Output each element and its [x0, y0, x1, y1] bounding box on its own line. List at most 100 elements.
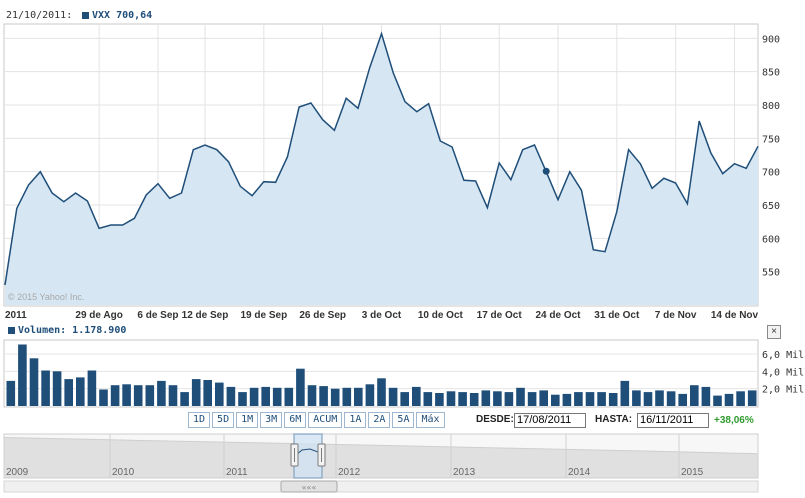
volume-bar — [365, 384, 375, 406]
volume-bar — [99, 389, 108, 406]
navigator-year-label: 2011 — [226, 467, 248, 478]
navigator-year-label: 2015 — [681, 467, 704, 478]
volume-bar — [180, 392, 189, 406]
volume-bars — [6, 344, 757, 406]
range-button-máx[interactable]: Máx — [416, 412, 445, 428]
volume-bar — [724, 393, 734, 406]
volume-bar — [690, 385, 699, 406]
series-label: VXX 700,64 — [92, 10, 153, 21]
volume-bar — [493, 391, 502, 406]
navigator-year-label: 2009 — [6, 467, 29, 478]
volume-bar — [261, 386, 270, 406]
price-x-year-label: 2011 — [5, 310, 27, 321]
volume-bar — [608, 393, 618, 406]
volume-bar — [157, 380, 166, 406]
volume-bar — [655, 390, 664, 406]
from-date-input[interactable]: 17/08/2011 — [514, 413, 586, 428]
volume-bar — [713, 395, 722, 406]
volume-bar — [481, 390, 491, 406]
volume-bar — [412, 386, 421, 406]
navigator-year-label: 2013 — [453, 467, 476, 478]
navigator-year-label: 2012 — [338, 467, 361, 478]
volume-y-tick-label: 6,0 Mill. — [762, 350, 805, 361]
price-x-tick-label: 3 de Oct — [362, 310, 402, 321]
range-button-6m[interactable]: 6M — [284, 412, 307, 428]
volume-bar — [446, 391, 456, 406]
volume-bar — [6, 380, 16, 406]
volume-bar — [632, 390, 641, 406]
volume-bar — [643, 392, 653, 406]
price-x-tick-label: 6 de Sep — [137, 310, 178, 321]
volume-bar — [296, 368, 305, 406]
volume-bar — [400, 392, 409, 406]
highlight-point[interactable] — [542, 167, 550, 175]
volume-bar — [307, 385, 317, 406]
volume-bar — [52, 371, 62, 406]
volume-bar — [330, 388, 340, 406]
scrollbar-grip-icon: ««« — [302, 483, 317, 492]
price-x-tick-label: 17 de Oct — [477, 310, 523, 321]
volume-bar — [64, 379, 73, 406]
volume-bar — [377, 378, 386, 406]
volume-bar — [238, 392, 247, 406]
volume-bar — [319, 386, 328, 406]
volume-bar — [145, 385, 155, 406]
range-button-3m[interactable]: 3M — [260, 412, 283, 428]
price-y-tick-label: 700 — [762, 168, 780, 179]
volume-bar — [539, 390, 548, 406]
volume-bar — [41, 370, 50, 406]
price-x-tick-label: 26 de Sep — [299, 310, 346, 321]
range-button-acum[interactable]: ACUM — [308, 412, 343, 428]
volume-bar — [516, 387, 525, 406]
volume-bar — [87, 370, 97, 406]
volume-bar — [388, 387, 398, 406]
volume-legend-marker — [8, 327, 15, 334]
range-button-5a[interactable]: 5A — [392, 412, 415, 428]
volume-bar — [585, 392, 595, 406]
volume-bar — [620, 380, 630, 406]
volume-bar — [736, 391, 745, 406]
volume-bar — [458, 392, 467, 406]
price-y-tick-label: 800 — [762, 101, 780, 112]
price-x-tick-label: 7 de Nov — [655, 310, 697, 321]
volume-bar — [666, 391, 676, 406]
price-area — [4, 31, 759, 305]
navigator-year-label: 2014 — [568, 467, 591, 478]
volume-bar — [597, 392, 606, 406]
price-x-tick-label: 19 de Sep — [240, 310, 287, 321]
navigator-scrollbar-thumb[interactable] — [280, 480, 338, 493]
range-button-1m[interactable]: 1M — [236, 412, 259, 428]
volume-bar — [215, 382, 224, 406]
range-button-1d[interactable]: 1D — [188, 412, 211, 428]
volume-bar — [272, 387, 282, 406]
navigator-scrollbar-track[interactable] — [3, 480, 759, 493]
volume-bar — [203, 380, 212, 406]
range-button-1a[interactable]: 1A — [344, 412, 367, 428]
price-x-tick-label: 24 de Oct — [535, 310, 581, 321]
range-button-2a[interactable]: 2A — [368, 412, 391, 428]
price-y-tick-label: 850 — [762, 68, 780, 79]
volume-bar — [701, 386, 711, 406]
to-date-input[interactable]: 16/11/2011 — [637, 413, 709, 428]
volume-bar — [133, 385, 143, 406]
price-area-fill — [5, 33, 758, 305]
close-volume-button[interactable]: × — [767, 325, 781, 339]
volume-y-tick-label: 4,0 Mill. — [762, 367, 805, 378]
header-date: 21/10/2011: — [6, 10, 73, 21]
volume-bar — [435, 393, 444, 406]
volume-bar — [249, 387, 259, 406]
volume-y-tick-label: 2,0 Mill. — [762, 385, 805, 396]
volume-bar — [527, 392, 537, 406]
price-x-tick-label: 12 de Sep — [182, 310, 229, 321]
volume-bar — [469, 393, 479, 406]
range-button-5d[interactable]: 5D — [212, 412, 235, 428]
price-line — [4, 31, 759, 286]
navigator-silhouette — [3, 436, 759, 479]
navigator[interactable]: 2009 2010 2011 2012 2013 2014 2015 ««« — [3, 433, 759, 493]
volume-bar — [18, 344, 27, 406]
volume-bar — [678, 393, 687, 406]
price-y-tick-label: 900 — [762, 34, 780, 45]
volume-bar — [29, 358, 39, 406]
